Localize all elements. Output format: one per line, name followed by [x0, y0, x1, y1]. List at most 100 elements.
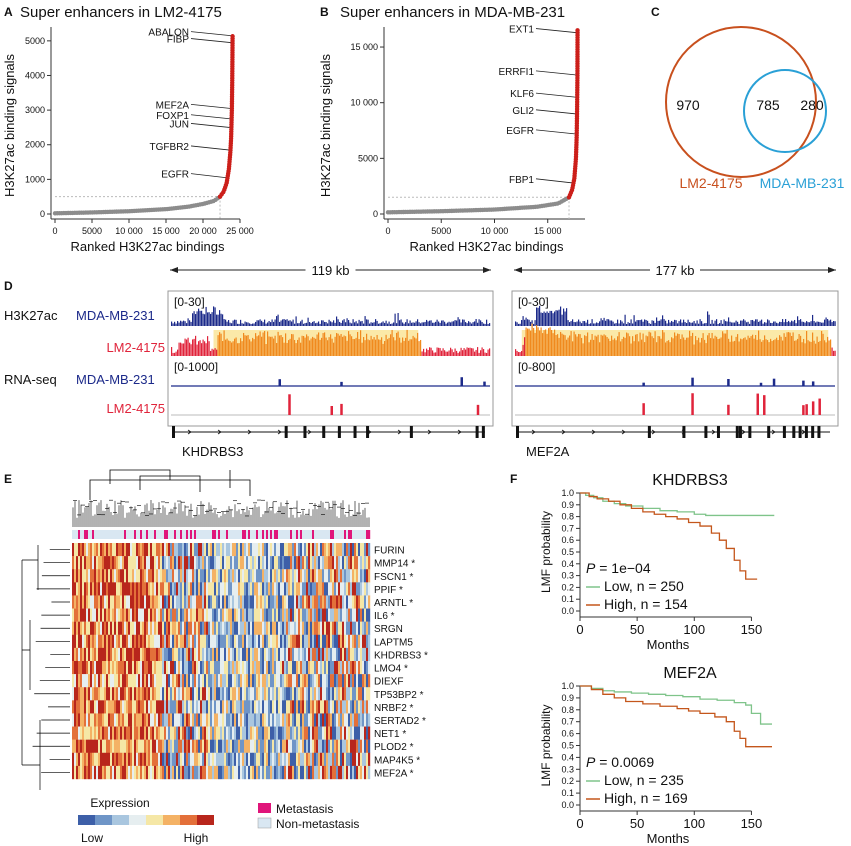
heatmap-cell [86, 661, 89, 675]
heatmap-cell [148, 752, 151, 767]
heatmap-cell [252, 739, 255, 753]
gene-label-leader [535, 178, 572, 184]
heatmap-cell [220, 752, 223, 767]
heatmap-cell [228, 621, 231, 635]
signal-bar-h3k27ac-lm2 [683, 337, 685, 356]
heatmap-cell [264, 726, 267, 740]
heatmap-cell [252, 608, 255, 622]
signal-bar-h3k27ac-mda [822, 322, 824, 326]
heatmap-cell [202, 621, 205, 635]
heatmap-cell [116, 700, 119, 714]
heatmap-cell [132, 634, 135, 649]
heatmap-cell [330, 608, 333, 622]
heatmap-cell [252, 634, 255, 649]
heatmap-cell [156, 700, 159, 714]
signal-bar-h3k27ac-mda [659, 320, 661, 326]
gene-row-label: FSCN1 * [374, 572, 414, 583]
gene-model-exon [322, 426, 326, 438]
signal-bar-h3k27ac-mda [367, 319, 369, 326]
heatmap-cell [156, 752, 159, 767]
heatmap-cell [224, 595, 227, 609]
heatmap-cell [364, 556, 367, 570]
signal-bar-h3k27ac-lm2 [418, 341, 420, 356]
signal-bar-h3k27ac-lm2 [605, 335, 607, 356]
signal-bar-h3k27ac-mda [602, 320, 604, 326]
signal-bar-h3k27ac-lm2 [226, 338, 228, 356]
heatmap-cell [320, 713, 323, 727]
heatmap-cell [290, 634, 293, 649]
signal-bar-h3k27ac-mda [614, 323, 616, 326]
heatmap-cell [328, 739, 331, 753]
heatmap-cell [206, 556, 209, 570]
heatmap-cell [216, 569, 219, 583]
heatmap-cell [360, 647, 363, 662]
heatmap-cell [256, 543, 259, 557]
heatmap-cell [130, 687, 133, 701]
group-bar-cell [152, 530, 155, 539]
heatmap-cell [302, 726, 305, 740]
signal-bar-h3k27ac-mda [609, 320, 611, 326]
signal-bar-h3k27ac-lm2 [725, 333, 727, 356]
heatmap-cell [86, 608, 89, 622]
group-bar-cell [114, 530, 117, 539]
signal-bar-h3k27ac-lm2 [740, 338, 742, 356]
heatmap-cell [340, 687, 343, 701]
signal-bar-h3k27ac-lm2 [728, 338, 730, 356]
heatmap-cell [360, 556, 363, 570]
heatmap-cell [188, 739, 191, 753]
heatmap-cell [164, 634, 167, 649]
heatmap-cell [130, 661, 133, 675]
heatmap-cell [166, 569, 169, 583]
heatmap-cell [268, 726, 271, 740]
group-bar-cell [172, 530, 175, 539]
heatmap-cell [312, 543, 315, 557]
heatmap-cell [322, 569, 325, 583]
heatmap-cell [130, 569, 133, 583]
heatmap-cell [136, 726, 139, 740]
signal-bar-h3k27ac-mda [291, 321, 293, 326]
heatmap-cell [152, 569, 155, 583]
signal-bar-h3k27ac-lm2 [219, 332, 221, 356]
x-tick-label: 20 000 [189, 226, 217, 236]
y-tick-label: 0.0 [561, 800, 574, 810]
signal-bar-h3k27ac-mda [677, 323, 679, 326]
heatmap-cell [154, 661, 157, 675]
heatmap-cell [244, 713, 247, 727]
heatmap-cell [242, 765, 245, 780]
signal-bar-h3k27ac-lm2 [462, 350, 464, 356]
heatmap-cell [348, 634, 351, 649]
heatmap-cell [250, 687, 253, 701]
signal-bar-h3k27ac-lm2 [806, 331, 808, 356]
group-bar-cell [122, 530, 125, 539]
heatmap-cell [88, 765, 91, 780]
heatmap-cell [172, 687, 175, 701]
heatmap-cell [268, 661, 271, 675]
heatmap-cell [102, 752, 105, 767]
signal-bar-h3k27ac-lm2 [729, 341, 731, 356]
heatmap-cell [344, 765, 347, 780]
heatmap-cell [122, 700, 125, 714]
heatmap-cell [234, 726, 237, 740]
heatmap-cell [108, 543, 111, 557]
signal-bar-h3k27ac-mda [348, 320, 350, 326]
heatmap-cell [352, 556, 355, 570]
heatmap-cell [238, 582, 241, 596]
heatmap-cell [240, 543, 243, 557]
heatmap-cell [114, 765, 117, 780]
heatmap-cell [346, 543, 349, 557]
heatmap-cell [110, 543, 113, 557]
signal-bar-h3k27ac-lm2 [545, 329, 547, 356]
signal-bar-h3k27ac-mda [620, 320, 622, 326]
gene-label: GLI2 [512, 106, 534, 117]
signal-bar-h3k27ac-mda [477, 322, 479, 326]
signal-bar-h3k27ac-lm2 [705, 343, 707, 356]
heatmap-cell [228, 765, 231, 780]
signal-bar-h3k27ac-mda [638, 320, 640, 326]
signal-bar-h3k27ac-mda [606, 319, 608, 326]
heatmap-cell [358, 765, 361, 780]
heatmap-cell [262, 543, 265, 557]
signal-bar-h3k27ac-lm2 [795, 340, 797, 356]
heatmap-cell [86, 713, 89, 727]
signal-bar-h3k27ac-lm2 [307, 336, 309, 356]
heatmap-cell [366, 739, 369, 753]
